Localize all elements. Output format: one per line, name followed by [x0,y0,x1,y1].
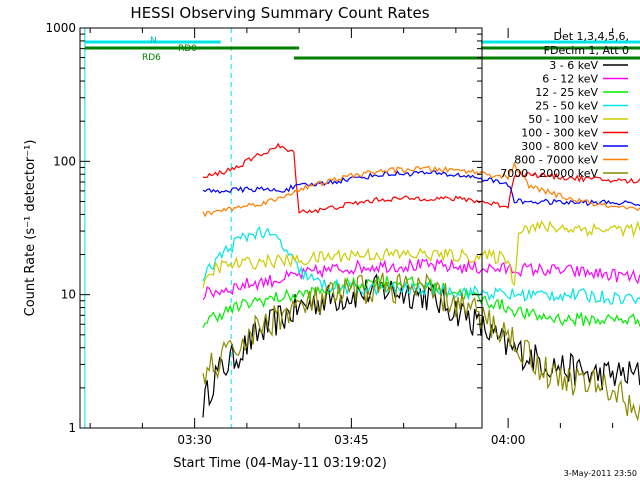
series-line-3 [202,225,640,305]
chart-title: HESSI Observing Summary Count Rates [130,4,429,22]
series-line-4 [202,219,640,288]
legend-label-0: 3 - 6 keV [549,59,598,72]
series-lines [202,142,640,422]
x-axis-label: Start Time (04-May-11 03:19:02) [173,456,387,471]
legend-label-8: 7000 - 20000 keV [500,167,598,180]
legend-label-1: 6 - 12 keV [542,73,598,86]
flag-label-rd0: RD0 [178,44,197,54]
x-tick-label: 03:45 [334,433,369,447]
series-line-8 [202,272,640,422]
series-line-6 [202,170,640,207]
x-tick-label: 03:30 [177,433,212,447]
y-tick-label: 1000 [45,21,76,35]
y-axis-label: Count Rate (s⁻¹ detector⁻¹) [23,140,38,317]
y-tick-label: 10 [61,288,76,302]
legend-header-line-1: Det 1,3,4,5,6, [553,30,629,43]
y-tick-label: 100 [53,154,76,168]
plot-frame [79,27,483,429]
legend-label-6: 300 - 800 keV [521,140,598,153]
flag-bars: N RD0 RD6 [84,36,640,63]
y-tick-label: 1 [68,421,76,435]
legend-label-5: 100 - 300 keV [521,127,598,140]
series-line-1 [202,258,640,301]
series-line-2 [202,274,640,329]
y-axis: 1 10 100 1000 [45,21,482,435]
legend-label-3: 25 - 50 keV [535,100,598,113]
series-line-5 [202,142,640,214]
legend-label-7: 800 - 7000 keV [514,154,598,167]
footer-date: 3-May-2011 23:50 [564,469,637,478]
flag-label-rd6: RD6 [142,53,161,63]
x-tick-label: 04:00 [491,433,526,447]
series-line-7 [202,160,640,218]
legend-label-2: 12 - 25 keV [535,86,598,99]
legend-label-4: 50 - 100 keV [528,113,598,126]
legend-header-line-2: FDecim 1, Att 0 [544,44,629,57]
flag-label-n: N [150,36,157,46]
vertical-markers [84,28,232,428]
